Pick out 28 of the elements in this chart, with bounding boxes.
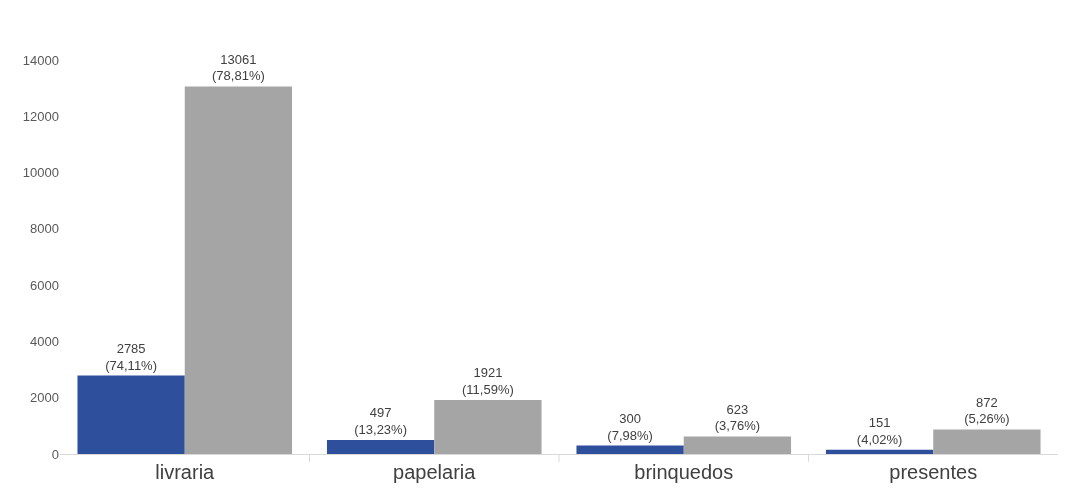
x-tick-label: brinquedos: [634, 461, 734, 483]
y-tick-label: 0: [51, 446, 59, 462]
bar: [825, 449, 934, 454]
bar: [576, 445, 684, 454]
bar: [683, 436, 792, 454]
bar: [326, 440, 435, 454]
data-label: 13061 (78,81%): [212, 51, 265, 84]
y-tick-label: 12000: [22, 108, 59, 124]
data-label: 872 (5,26%): [964, 394, 1010, 427]
y-tick-label: 10000: [22, 165, 59, 181]
data-label: 497 (13,23%): [354, 405, 407, 438]
data-label: 151 (4,02%): [856, 414, 903, 447]
bar: [184, 86, 293, 454]
y-tick-label: 8000: [30, 221, 59, 237]
y-tick-label: 4000: [30, 333, 59, 349]
y-tick-label: 14000: [22, 52, 59, 68]
x-tick-label: livraria: [155, 461, 216, 483]
x-tick-label: presentes: [889, 461, 978, 483]
bar: [434, 399, 542, 454]
data-label: 300 (7,98%): [607, 410, 653, 443]
data-label: 2785 (74,11%): [105, 340, 158, 373]
x-tick-label: papelaria: [393, 461, 477, 483]
y-tick-label: 6000: [30, 277, 59, 293]
bar: [933, 429, 1041, 454]
data-label: 1921 (11,59%): [462, 365, 514, 397]
data-label: 623 (3,76%): [714, 401, 761, 434]
bar: [77, 375, 185, 454]
y-tick-label: 2000: [30, 390, 59, 406]
